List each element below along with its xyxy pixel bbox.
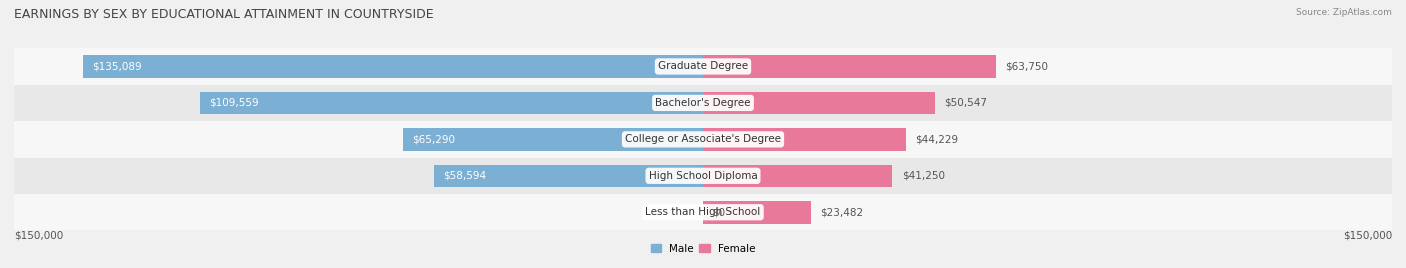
Text: Less than High School: Less than High School [645, 207, 761, 217]
Text: $41,250: $41,250 [901, 171, 945, 181]
Bar [703, 55, 995, 78]
Text: $65,290: $65,290 [412, 134, 456, 144]
Text: $63,750: $63,750 [1005, 61, 1047, 72]
Bar [14, 194, 1392, 230]
Text: $50,547: $50,547 [945, 98, 987, 108]
Bar [703, 201, 811, 224]
Bar [703, 128, 905, 151]
Text: $23,482: $23,482 [820, 207, 863, 217]
Bar [83, 55, 703, 78]
Text: Graduate Degree: Graduate Degree [658, 61, 748, 72]
Text: Bachelor's Degree: Bachelor's Degree [655, 98, 751, 108]
Text: College or Associate's Degree: College or Associate's Degree [626, 134, 780, 144]
Text: $135,089: $135,089 [91, 61, 142, 72]
Bar [434, 165, 703, 187]
Bar [703, 165, 893, 187]
Bar [14, 48, 1392, 85]
Legend: Male, Female: Male, Female [647, 240, 759, 258]
Text: $44,229: $44,229 [915, 134, 959, 144]
Bar [404, 128, 703, 151]
Bar [14, 85, 1392, 121]
Text: $150,000: $150,000 [14, 230, 63, 240]
Bar [200, 92, 703, 114]
Bar [14, 158, 1392, 194]
Text: $58,594: $58,594 [443, 171, 486, 181]
Text: EARNINGS BY SEX BY EDUCATIONAL ATTAINMENT IN COUNTRYSIDE: EARNINGS BY SEX BY EDUCATIONAL ATTAINMEN… [14, 8, 433, 21]
Text: $109,559: $109,559 [209, 98, 259, 108]
Bar [14, 121, 1392, 158]
Text: $150,000: $150,000 [1343, 230, 1392, 240]
Bar [703, 92, 935, 114]
Text: Source: ZipAtlas.com: Source: ZipAtlas.com [1296, 8, 1392, 17]
Text: High School Diploma: High School Diploma [648, 171, 758, 181]
Text: $0: $0 [713, 207, 725, 217]
